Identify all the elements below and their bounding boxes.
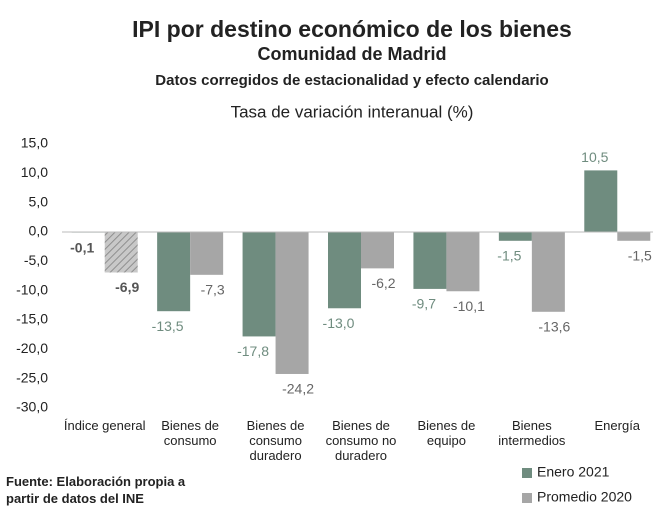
data-label: 10,5 — [581, 149, 608, 165]
x-tick-label: Índice general — [63, 418, 146, 433]
y-tick-label: -15,0 — [16, 311, 48, 327]
bar — [413, 232, 447, 289]
data-label: -24,2 — [282, 381, 314, 397]
data-label: -6,9 — [115, 279, 139, 295]
chart-title: IPI por destino económico de los bienes — [132, 16, 572, 42]
y-tick-label: 5,0 — [29, 193, 49, 209]
y-tick-label: -25,0 — [16, 369, 48, 385]
x-tick-label: Energía — [594, 418, 641, 433]
y-tick-label: -30,0 — [16, 399, 48, 415]
data-label: -9,7 — [412, 296, 436, 312]
chart-subtitle2: Datos corregidos de estacionalidad y efe… — [155, 72, 548, 89]
y-tick-label: -5,0 — [24, 252, 48, 268]
legend-label: Promedio 2020 — [537, 489, 632, 505]
x-tick-label: Bienes de consumo no duradero — [325, 418, 397, 463]
bar — [242, 232, 276, 337]
y-tick-label: 15,0 — [21, 135, 48, 151]
bar — [104, 232, 138, 273]
bar — [498, 232, 532, 241]
data-label: -1,5 — [628, 248, 652, 264]
data-label: -0,1 — [70, 239, 94, 255]
y-tick-label: -10,0 — [16, 281, 48, 297]
bar — [584, 170, 618, 232]
legend-swatch — [522, 493, 532, 503]
data-label: -13,0 — [323, 315, 355, 331]
data-label: -10,1 — [453, 298, 485, 314]
x-tick-label: Bienes de equipo — [417, 418, 476, 448]
bar — [361, 232, 394, 269]
axis-title: Tasa de variación interanual (%) — [231, 102, 474, 121]
chart-subtitle: Comunidad de Madrid — [258, 44, 447, 64]
bar — [275, 232, 309, 374]
x-tick-label: Bienes de consumo duradero — [246, 418, 305, 463]
data-label: -1,5 — [497, 248, 521, 264]
y-tick-label: 0,0 — [29, 223, 49, 239]
data-label: -7,3 — [201, 282, 225, 298]
x-tick-label: Bienes de consumo — [161, 418, 220, 448]
y-tick-label: -20,0 — [16, 340, 48, 356]
data-label: -6,2 — [371, 275, 395, 291]
source-note: Fuente: Elaboración propia a partir de d… — [6, 474, 186, 506]
bar — [531, 232, 565, 312]
y-tick-label: 10,0 — [21, 164, 48, 180]
legend-swatch — [522, 468, 532, 478]
x-tick-label: Bienes intermedios — [498, 418, 566, 448]
legend-label: Enero 2021 — [537, 464, 610, 480]
bar — [190, 232, 224, 275]
bar — [617, 232, 651, 241]
bar — [157, 232, 191, 312]
data-label: -13,5 — [152, 318, 184, 334]
data-label: -13,6 — [538, 318, 570, 334]
data-label: -17,8 — [237, 343, 269, 359]
bar — [446, 232, 480, 292]
bar — [328, 232, 361, 309]
